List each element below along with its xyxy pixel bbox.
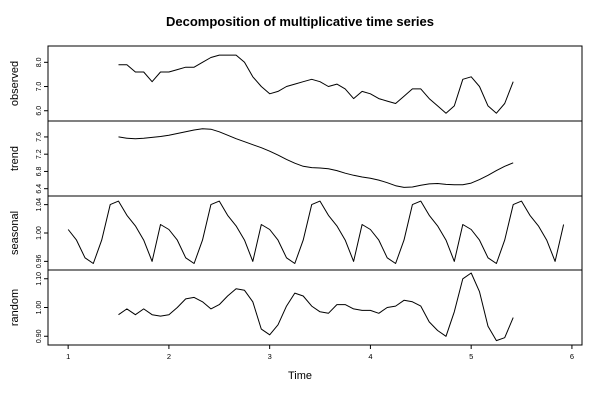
y-tick-label-random-2: 1.10 xyxy=(36,272,43,286)
x-tick-label-1: 2 xyxy=(167,352,171,361)
y-tick-label-seasonal-2: 1.04 xyxy=(36,198,43,212)
panels-layer: 6.0 7.0 8.0 observed 6.4 6.8 7.2 7.6 trend 0.96 1.… xyxy=(9,45,583,346)
panel-observed: 6.0 7.0 8.0 observed xyxy=(9,45,583,122)
y-tick-label-trend-1: 6.8 xyxy=(36,166,43,176)
y-tick-label-observed-2: 8.0 xyxy=(36,57,43,67)
x-tick-label-0: 1 xyxy=(66,352,70,361)
panel-frame-random xyxy=(47,269,583,346)
panel-frame-trend xyxy=(47,120,583,197)
chart-title: Decomposition of multiplicative time ser… xyxy=(166,14,434,29)
y-tick-label-seasonal-0: 0.96 xyxy=(36,254,43,268)
panel-random: 0.90 1.00 1.10 random xyxy=(9,269,583,346)
series-line-seasonal xyxy=(67,200,565,264)
panel-frame-seasonal xyxy=(47,195,583,271)
y-tick-label-trend-3: 7.6 xyxy=(36,132,43,142)
x-tick-label-4: 5 xyxy=(469,352,473,361)
y-tick-label-random-0: 0.90 xyxy=(36,329,43,343)
series-line-random xyxy=(118,272,514,342)
y-tick-label-trend-2: 7.2 xyxy=(36,149,43,159)
y-tick-label-seasonal-1: 1.00 xyxy=(36,226,43,240)
x-tick-label-5: 6 xyxy=(570,352,574,361)
y-axis-label-observed: observed xyxy=(9,61,21,106)
x-tick-label-2: 3 xyxy=(268,352,272,361)
x-axis: 1 2 3 4 5 6 xyxy=(66,345,574,361)
panel-frame-observed xyxy=(47,45,583,122)
series-line-observed xyxy=(118,54,514,114)
x-tick-label-3: 4 xyxy=(368,352,372,361)
series-line-trend xyxy=(118,128,514,188)
y-tick-label-random-1: 1.00 xyxy=(36,301,43,315)
panel-trend: 6.4 6.8 7.2 7.6 trend xyxy=(9,120,583,197)
y-axis-label-seasonal: seasonal xyxy=(9,211,21,255)
y-axis-label-random: random xyxy=(9,289,21,326)
y-tick-label-trend-0: 6.4 xyxy=(36,184,43,194)
y-tick-label-observed-0: 6.0 xyxy=(36,106,43,116)
panel-seasonal: 0.96 1.00 1.04 seasonal xyxy=(9,195,583,271)
y-tick-label-observed-1: 7.0 xyxy=(36,82,43,92)
x-axis-label: Time xyxy=(288,370,312,382)
y-axis-label-trend: trend xyxy=(9,146,21,171)
